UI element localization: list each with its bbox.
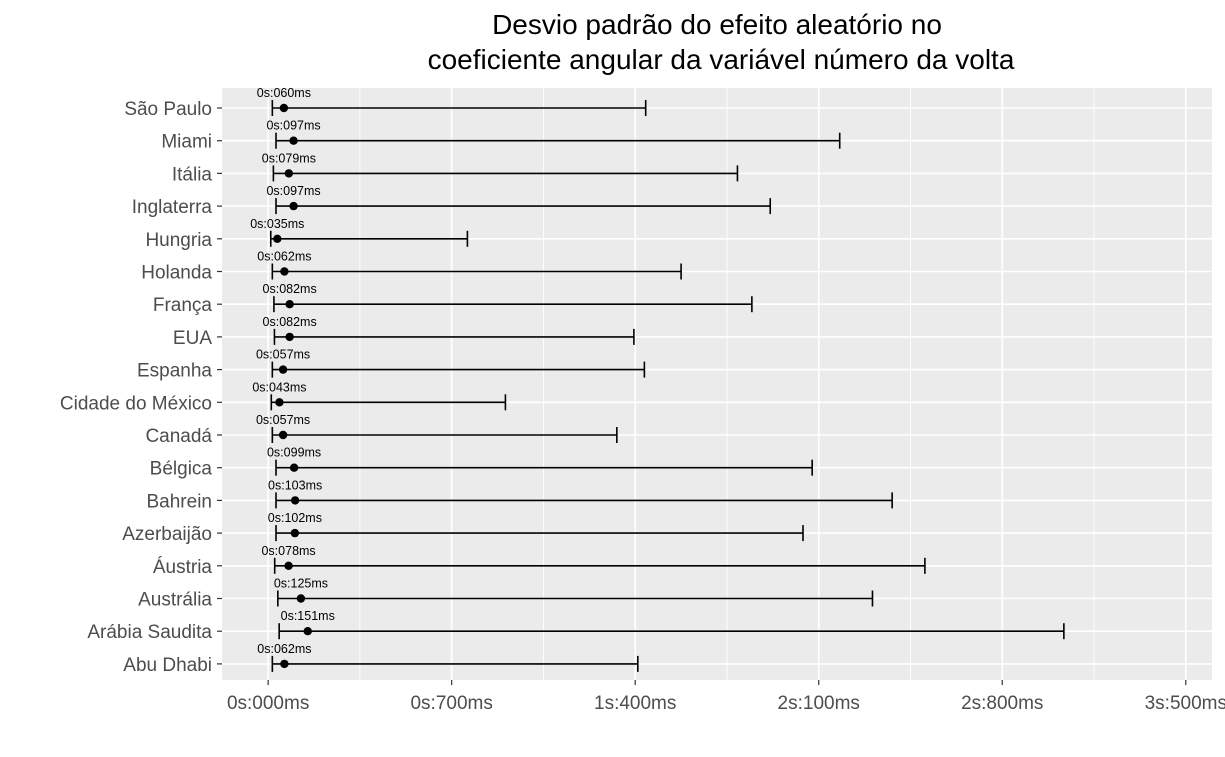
estimate-point [278, 365, 288, 374]
data-label: 0s:082ms [263, 315, 317, 329]
y-tick-label: Miami [161, 132, 212, 153]
y-tick-label: Canadá [145, 426, 212, 447]
data-label: 0s:102ms [268, 511, 322, 525]
data-marks: 0s:060ms 0s:097ms 0s:079ms 0s:097ms 0s:035ms… [250, 86, 1065, 672]
x-tick-label: 2s:100ms [778, 693, 860, 714]
estimate-point [280, 267, 289, 276]
x-axis: 0s:000ms 0s:700ms 1s:400ms 2s:100ms 2s:800ms… [227, 680, 1225, 714]
y-tick-label: Arábia Saudita [87, 622, 212, 643]
chart-title-line-2: coeficiente angular da variável número d… [428, 44, 1015, 75]
y-tick-label: Abu Dhabi [123, 655, 212, 676]
data-label: 0s:082ms [263, 282, 317, 296]
data-label: 0s:097ms [266, 119, 320, 133]
y-tick-label: Bélgica [150, 459, 213, 480]
estimate-point [285, 300, 294, 309]
data-label: 0s:057ms [256, 348, 310, 362]
x-tick-label: 0s:700ms [410, 693, 492, 714]
estimate-point [284, 561, 293, 570]
estimate-point [278, 430, 288, 440]
data-label: 0s:079ms [262, 151, 316, 165]
estimate-point [280, 659, 289, 669]
y-tick-label: Holanda [141, 263, 212, 284]
estimate-point [285, 332, 294, 342]
x-tick-label: 0s:000ms [227, 693, 309, 714]
y-tick-label: Hungria [145, 230, 212, 251]
data-label: 0s:099ms [267, 446, 321, 460]
estimate-point [273, 234, 282, 243]
estimate-point [289, 136, 298, 145]
data-label: 0s:151ms [281, 609, 335, 623]
y-tick-label: Bahrein [147, 491, 213, 512]
data-label: 0s:125ms [274, 577, 328, 591]
data-label: 0s:057ms [256, 413, 310, 427]
y-tick-label: EUA [173, 328, 212, 349]
x-tick-label: 2s:800ms [961, 693, 1043, 714]
y-tick-label: Itália [172, 164, 213, 185]
data-label: 0s:035ms [250, 217, 304, 231]
minor-gridlines [359, 88, 1095, 680]
y-tick-label: Áustria [153, 557, 213, 578]
data-label: 0s:097ms [266, 184, 320, 198]
estimate-point [275, 398, 284, 407]
data-label: 0s:062ms [257, 642, 311, 656]
estimate-point [284, 169, 294, 178]
estimate-point [296, 594, 306, 603]
data-label: 0s:103ms [268, 478, 322, 492]
plot-panel [222, 88, 1212, 680]
data-label: 0s:060ms [257, 86, 311, 100]
data-label: 0s:043ms [252, 380, 306, 394]
x-tick-label: 3s:500ms [1145, 693, 1225, 714]
y-tick-label: Cidade do México [60, 393, 212, 414]
data-label: 0s:078ms [261, 544, 315, 558]
estimate-point [289, 463, 299, 472]
y-tick-label: Inglaterra [132, 197, 213, 218]
data-label: 0s:062ms [257, 250, 311, 264]
x-tick-label: 1s:400ms [594, 693, 676, 714]
y-tick-label: Azerbaijão [122, 524, 212, 545]
y-tick-label: França [153, 295, 213, 316]
estimate-point [289, 201, 298, 211]
y-tick-label: Austrália [138, 590, 212, 611]
estimate-point [303, 627, 312, 636]
estimate-point [290, 528, 300, 538]
estimate-point [279, 103, 289, 113]
y-tick-label: Espanha [137, 361, 212, 382]
y-axis: São Paulo Miami Itália Inglaterra Hungria Hol… [60, 99, 222, 676]
chart-title-line-1: Desvio padrão do efeito aleatório no [492, 9, 942, 40]
y-tick-label: São Paulo [124, 99, 212, 120]
estimate-point [290, 496, 300, 505]
